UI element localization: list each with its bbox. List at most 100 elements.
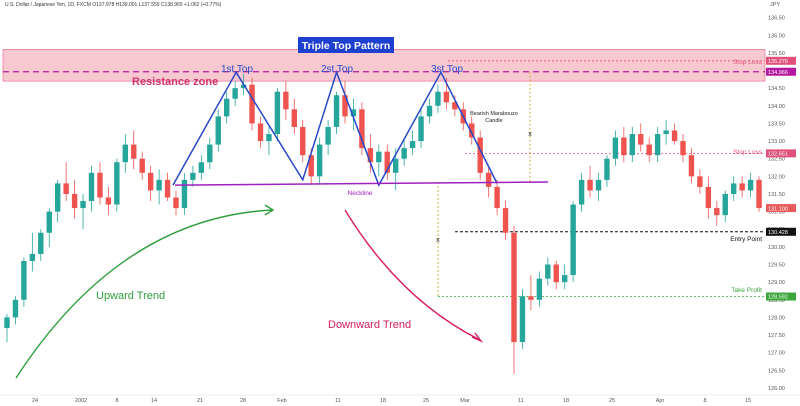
candle-body xyxy=(224,98,230,117)
take-profit-label: Take Profit xyxy=(731,287,762,294)
candle-body xyxy=(300,126,306,156)
x-tick-label: 21 xyxy=(197,398,203,404)
candle-body xyxy=(688,155,695,177)
candle-body xyxy=(21,260,27,300)
y-tick-label: 134.50 xyxy=(768,86,785,92)
candle-body xyxy=(485,172,492,187)
x-tick-label: 11 xyxy=(335,398,341,404)
candle-body xyxy=(409,141,416,149)
candle-body xyxy=(181,179,188,209)
candle-body xyxy=(671,130,678,142)
candle-body xyxy=(680,141,686,156)
candle-body xyxy=(714,208,720,216)
candle-body xyxy=(747,179,754,191)
entry-point-label: Entry Point xyxy=(730,236,762,243)
y-tick-label: 133.50 xyxy=(768,121,785,127)
candle-body xyxy=(173,197,179,209)
candle-body xyxy=(342,95,348,117)
candle-body xyxy=(131,144,137,159)
pattern-title: Triple Top Pattern xyxy=(302,40,390,52)
second-top-label: 2st Top xyxy=(321,64,353,75)
candle-body xyxy=(536,278,543,300)
candle-body xyxy=(477,137,483,173)
candle-body xyxy=(654,134,661,156)
candle-body xyxy=(63,183,69,194)
candle-body xyxy=(418,116,424,142)
pattern-title-badge xyxy=(298,37,394,53)
y-tick-label: 136.50 xyxy=(768,16,785,22)
candle-body xyxy=(663,130,669,135)
y-tick-label: 129.50 xyxy=(768,263,785,269)
candle-body xyxy=(12,299,19,318)
candle-body xyxy=(359,109,365,149)
candle-body xyxy=(207,144,213,163)
neckline-label: Neckline xyxy=(348,190,373,197)
candle-body xyxy=(105,197,112,205)
x-tick-label: 14 xyxy=(151,398,157,404)
price-tags: 135.276 134.966 132.651 131.100 130.428 128.5… xyxy=(766,56,796,301)
candle-body xyxy=(426,105,433,117)
x-tick-label: Apr xyxy=(656,398,665,404)
x-tick-label: 18 xyxy=(380,398,386,404)
candle-body xyxy=(646,144,652,156)
price-tag-label: 128.592 xyxy=(768,295,788,301)
price-tag-bg xyxy=(766,292,796,301)
x-tick-label: 18 xyxy=(563,398,569,404)
candle-body xyxy=(38,232,44,254)
x-tick-label: 25 xyxy=(423,398,429,404)
candle-body xyxy=(232,88,238,99)
candle-body xyxy=(502,208,509,233)
upward-trend-arrow xyxy=(15,209,273,379)
candle-body xyxy=(638,134,644,145)
stop-loss-1-label: Stop Loss xyxy=(733,59,763,66)
candle-body xyxy=(511,232,517,343)
candle-body xyxy=(274,91,281,135)
candle-body xyxy=(587,179,593,191)
price-tag-label: 132.651 xyxy=(768,152,788,158)
y-tick-label: 127.00 xyxy=(768,351,785,357)
resistance-zone-band xyxy=(2,49,766,82)
downward-trend-arrowhead xyxy=(471,332,484,343)
candle-body xyxy=(55,183,61,212)
candle-body xyxy=(80,201,86,209)
candle-body xyxy=(612,137,619,159)
candle-body xyxy=(240,84,247,89)
candle-body xyxy=(731,183,737,194)
candle-body xyxy=(291,109,297,127)
candle-body xyxy=(215,116,221,145)
y-tick-label: 127.50 xyxy=(768,333,785,339)
x-tick-label: 24 xyxy=(32,398,38,404)
x-tick-label: Mar xyxy=(460,398,470,404)
candle-body xyxy=(46,211,52,233)
price-tag-bg xyxy=(766,204,796,213)
candle-body xyxy=(29,253,36,261)
candle-body xyxy=(553,264,559,283)
candle-body xyxy=(519,296,526,343)
y-tick-label: 132.00 xyxy=(768,174,785,180)
candle-body xyxy=(604,158,610,180)
third-top-label: 3st Top xyxy=(431,64,463,75)
y-tick-label: 128.00 xyxy=(768,315,785,321)
candle-body xyxy=(376,151,382,163)
y-tick-label: 135.50 xyxy=(768,51,785,57)
candle-body xyxy=(249,84,255,124)
y-tick-label: 126.00 xyxy=(768,386,785,392)
downward-trend-arrow xyxy=(344,209,481,341)
candle-body xyxy=(122,144,128,163)
y-tick-label: 130.00 xyxy=(768,245,785,251)
candle-body xyxy=(308,155,314,177)
candle-body xyxy=(266,134,272,142)
first-top-label: 1st Top xyxy=(221,64,253,75)
neckline-line xyxy=(174,181,549,186)
price-tag-label: 134.966 xyxy=(768,70,788,76)
candle-body xyxy=(562,275,568,283)
bearish-candle-note-line1: Bearish Marabouzo xyxy=(470,111,518,117)
candle-body xyxy=(401,148,407,159)
candle-body xyxy=(393,158,399,173)
x-tick-label: 15 xyxy=(745,398,751,404)
candle-body xyxy=(147,172,154,191)
downward-trend-label: Downward Trend xyxy=(328,319,411,331)
candle-body xyxy=(71,193,78,209)
candle-body xyxy=(139,158,145,173)
